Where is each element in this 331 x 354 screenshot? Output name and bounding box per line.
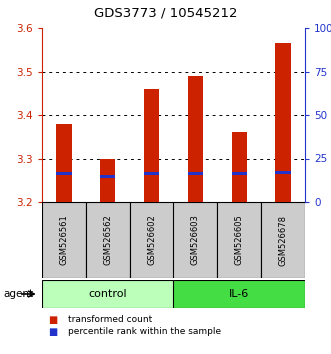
Bar [217, 202, 261, 278]
Bar [173, 202, 217, 278]
Text: GSM526562: GSM526562 [103, 215, 112, 266]
Text: ■: ■ [49, 315, 58, 325]
Text: IL-6: IL-6 [229, 289, 249, 299]
Bar [100, 159, 116, 202]
Bar [144, 89, 159, 202]
Bar [188, 76, 203, 202]
Bar [86, 202, 130, 278]
Bar [173, 280, 305, 308]
Text: GSM526678: GSM526678 [279, 215, 288, 266]
Text: ■: ■ [49, 327, 58, 337]
Text: GSM526605: GSM526605 [235, 215, 244, 266]
Bar [100, 176, 116, 178]
Bar [188, 172, 203, 175]
Bar [42, 280, 173, 308]
Text: GSM526561: GSM526561 [60, 215, 69, 266]
Text: control: control [88, 289, 127, 299]
Bar [42, 202, 86, 278]
Bar [56, 172, 71, 175]
Bar [144, 172, 159, 175]
Bar [232, 172, 247, 175]
Text: agent: agent [3, 289, 33, 299]
Bar [261, 202, 305, 278]
Text: percentile rank within the sample: percentile rank within the sample [69, 327, 222, 337]
Text: GSM526602: GSM526602 [147, 215, 156, 266]
Bar [56, 124, 71, 202]
Bar [232, 132, 247, 202]
Bar [130, 202, 173, 278]
Bar [275, 171, 291, 174]
Text: transformed count: transformed count [69, 315, 153, 325]
Text: GDS3773 / 10545212: GDS3773 / 10545212 [94, 7, 237, 20]
Bar [275, 43, 291, 202]
Text: GSM526603: GSM526603 [191, 215, 200, 266]
